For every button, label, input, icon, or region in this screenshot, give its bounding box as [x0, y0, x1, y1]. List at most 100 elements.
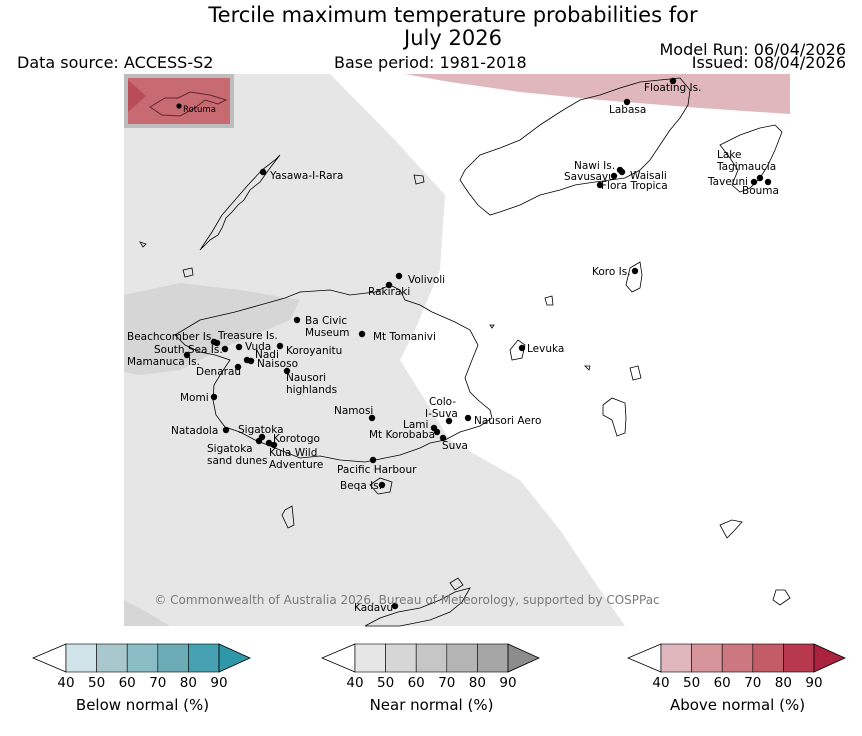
place-marker [234, 363, 242, 371]
colorbar-tick: 90 [210, 675, 228, 691]
place-marker [445, 417, 453, 425]
place-label: Nadi [255, 349, 279, 361]
place-label: Volivoli [408, 274, 445, 286]
colorbar-tick: 90 [805, 675, 823, 691]
place-marker [276, 342, 284, 350]
place-label: Koroyanitu [286, 345, 342, 357]
place-label: Lake Tagimaucia [716, 149, 776, 173]
place-marker [439, 434, 447, 442]
place-marker [358, 330, 366, 338]
place-label: Levuka [527, 343, 564, 355]
place-label: Rakiraki [368, 286, 410, 298]
rotuma-inset: Rotuma [124, 74, 234, 128]
colorbar-segment [477, 643, 509, 673]
place-label: Floating Is. [644, 82, 701, 94]
title-line-1: Tercile maximum temperature probabilitie… [208, 3, 698, 27]
colorbar-segment [385, 643, 417, 673]
place-label: Vuda [245, 341, 271, 353]
place-label: Kadavu [354, 602, 393, 614]
place-label: Ba Civic Museum [305, 315, 350, 339]
data-source: Data source: ACCESS-S2 [17, 53, 214, 72]
colorbar-tick: 40 [57, 675, 75, 691]
place-marker [222, 426, 230, 434]
place-label: Treasure Is. [217, 330, 278, 342]
colorbar-tick: 80 [774, 675, 792, 691]
colorbar-segment [721, 643, 754, 673]
place-label: Taveuni [707, 176, 748, 188]
issued-date: Issued: 08/04/2026 [691, 53, 846, 72]
place-marker [395, 272, 403, 280]
place-marker [213, 339, 221, 347]
colorbar-tick: 40 [346, 675, 364, 691]
place-label: Namosi [334, 405, 373, 417]
place-marker [618, 168, 626, 176]
colorbar-segment [65, 643, 97, 673]
place-label: Korotogo [273, 433, 320, 445]
place-label: Nausori Aero [474, 415, 541, 427]
near-normal-region-40 [124, 74, 625, 626]
place-label: Momi [180, 392, 209, 404]
colorbar-segment [783, 643, 815, 673]
colorbar-segment [752, 643, 784, 673]
place-marker [596, 181, 604, 189]
place-label: Denarau [196, 366, 241, 378]
place-marker [210, 393, 218, 401]
colorbar-segment [660, 643, 692, 673]
colorbar-tick: 50 [683, 675, 701, 691]
place-label: Beachcomber Is. [127, 331, 215, 343]
rotuma-label: Rotuma [183, 105, 216, 115]
colorbar-tick: 90 [499, 675, 517, 691]
place-label: Bouma [742, 185, 779, 197]
colorbar-segment [415, 643, 448, 673]
place-marker [265, 439, 273, 447]
title-line-2: July 2026 [404, 26, 502, 50]
colorbar-tick: 60 [407, 675, 425, 691]
place-marker [750, 178, 758, 186]
place-label: Beqa Is. [340, 480, 382, 492]
place-label: Colo-I-Suva [425, 396, 458, 420]
colorbar-tick: 50 [377, 675, 395, 691]
place-marker [669, 77, 677, 85]
colorbar-tick: 80 [468, 675, 486, 691]
colorbar-tick: 60 [713, 675, 731, 691]
place-label: Nausori highlands [286, 372, 337, 396]
place-label: Yasawa-I-Rara [269, 170, 343, 182]
place-marker [221, 345, 229, 353]
place-label: Waisali [630, 170, 667, 182]
colorbar-label: Above normal (%) [669, 696, 806, 714]
place-marker [378, 481, 386, 489]
colorbar-tick: 60 [118, 675, 136, 691]
place-marker [391, 602, 399, 610]
place-label: Flora Tropica [601, 180, 668, 192]
colorbar-2 [321, 643, 540, 673]
place-marker [518, 344, 526, 352]
colorbar-tick: 70 [438, 675, 456, 691]
colorbar-segment [96, 643, 128, 673]
place-label: Natadola [171, 425, 218, 437]
colorbar-tick: 70 [744, 675, 762, 691]
place-label: South Sea Is. [154, 344, 223, 356]
place-marker [259, 168, 267, 176]
place-marker [433, 428, 441, 436]
colorbar-1 [32, 643, 251, 673]
place-marker [293, 316, 301, 324]
place-label: Naisoso [257, 358, 298, 370]
colorbar-3 [627, 643, 846, 673]
place-label: Pacific Harbour [337, 464, 417, 476]
place-marker [610, 172, 618, 180]
place-marker [756, 174, 764, 182]
place-label: Sigatoka sand dunes [207, 443, 267, 467]
place-marker [183, 351, 191, 359]
place-label: Kula Wild Adventure [269, 447, 323, 471]
place-marker [631, 267, 639, 275]
place-marker [235, 343, 243, 351]
place-label: Koro Is. [592, 266, 631, 278]
place-marker [369, 456, 377, 464]
colorbar-tick: 80 [179, 675, 197, 691]
colorbar-segment [157, 643, 189, 673]
place-marker [283, 367, 291, 375]
colorbar-tick: 70 [149, 675, 167, 691]
place-marker [270, 441, 278, 449]
place-label: Savusavu [564, 171, 615, 183]
place-label: Mt Korobaba [369, 429, 435, 441]
